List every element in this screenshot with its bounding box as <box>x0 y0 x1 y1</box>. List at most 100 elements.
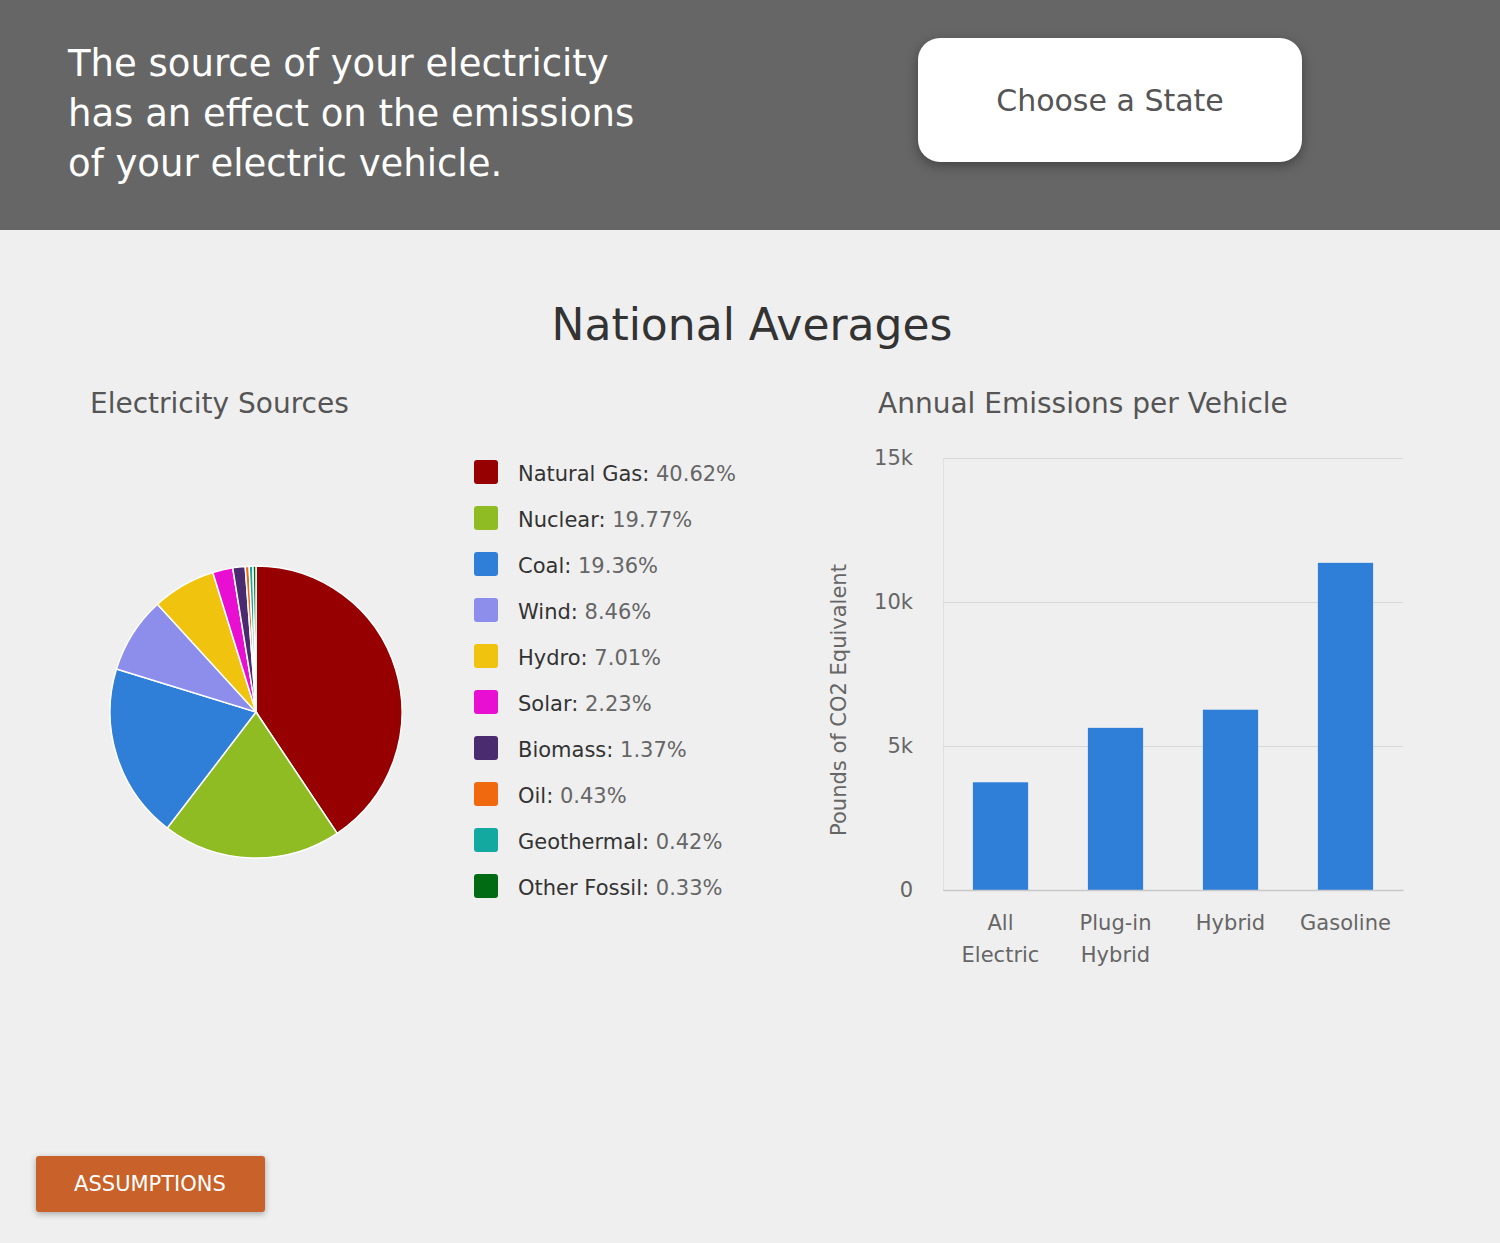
page: The source of your electricity has an eff… <box>0 0 1500 1243</box>
legend-entry: Nuclear: 19.77% <box>518 508 692 532</box>
legend-name: Other Fossil <box>518 876 642 900</box>
pie-slice <box>253 566 256 712</box>
x-tick-label-line: Hybrid <box>1196 911 1265 935</box>
legend-entry: Natural Gas: 40.62% <box>518 462 736 486</box>
x-tick: Gasoline <box>1300 890 1391 935</box>
bar <box>1203 710 1258 890</box>
header-text: has an effect on the emissions <box>68 92 634 135</box>
legend-entry: Wind: 8.46% <box>518 600 651 624</box>
bars <box>973 563 1373 890</box>
x-tick-label-line: Electric <box>962 943 1040 967</box>
section-title: National Averages <box>552 299 953 350</box>
legend-separator: : <box>546 784 560 808</box>
bar <box>1088 728 1143 890</box>
assumptions-button[interactable]: ASSUMPTIONS <box>36 1156 265 1212</box>
bar-title: Annual Emissions per Vehicle <box>878 387 1288 420</box>
x-tick-label: Hybrid <box>1196 911 1265 935</box>
x-tick-label-line: All <box>987 911 1013 935</box>
pie <box>110 566 402 858</box>
state-button[interactable]: Choose a State <box>918 38 1302 162</box>
legend: Natural Gas: 40.62% Nuclear: 19.77% Coal: … <box>474 460 736 900</box>
grid-line <box>943 458 1403 459</box>
header-text: of your electric vehicle. <box>68 142 502 185</box>
legend-swatch <box>474 874 498 898</box>
legend-value: 0.42% <box>656 830 723 854</box>
state-button-label[interactable]: Choose a State <box>996 83 1224 118</box>
y-tick-label: 5k <box>887 734 913 758</box>
pie-title: Electricity Sources <box>90 387 349 420</box>
y-tick: 15k <box>874 446 1403 470</box>
legend-value: 19.77% <box>612 508 692 532</box>
legend-swatch <box>474 736 498 760</box>
header-band <box>0 0 1500 230</box>
legend-swatch <box>474 460 498 484</box>
legend-name: Biomass <box>518 738 606 762</box>
legend-entry: Other Fossil: 0.33% <box>518 876 723 900</box>
legend-name: Wind <box>518 600 571 624</box>
legend-separator: : <box>606 738 620 762</box>
legend-swatch <box>474 598 498 622</box>
x-tick-label-line: Gasoline <box>1300 911 1391 935</box>
legend-swatch <box>474 690 498 714</box>
legend-value: 1.37% <box>620 738 687 762</box>
legend-name: Coal <box>518 554 564 578</box>
legend-separator: : <box>571 600 585 624</box>
state-button-box[interactable] <box>918 38 1302 162</box>
legend-separator: : <box>581 646 595 670</box>
legend-name: Geothermal <box>518 830 642 854</box>
legend-value: 19.36% <box>578 554 658 578</box>
legend-entry: Biomass: 1.37% <box>518 738 687 762</box>
y-axis-title: Pounds of CO2 Equivalent <box>827 564 851 836</box>
y-tick-label: 15k <box>874 446 914 470</box>
x-tick-label: Gasoline <box>1300 911 1391 935</box>
legend-separator: : <box>642 876 656 900</box>
legend-swatch <box>474 782 498 806</box>
y-axis: 0 5k 10k 15k <box>874 446 1403 902</box>
legend-value: 0.33% <box>656 876 723 900</box>
legend-name: Solar <box>518 692 572 716</box>
x-tick-label: All Electric <box>962 911 1040 967</box>
x-tick-label-line: Plug-in <box>1080 911 1152 935</box>
legend-entry: Oil: 0.43% <box>518 784 627 808</box>
legend-separator: : <box>564 554 578 578</box>
legend-entry: Coal: 19.36% <box>518 554 658 578</box>
x-tick-label: Plug-in Hybrid <box>1080 911 1152 967</box>
legend-value: 0.43% <box>560 784 627 808</box>
legend-name: Oil <box>518 784 546 808</box>
bar <box>973 782 1028 890</box>
legend-separator: : <box>571 692 585 716</box>
y-tick-label: 0 <box>900 878 913 902</box>
legend-entry: Hydro: 7.01% <box>518 646 661 670</box>
legend-swatch <box>474 828 498 852</box>
legend-name: Nuclear <box>518 508 599 532</box>
x-axis: All Electric Plug-in Hybrid Hybrid Gasoline <box>944 890 1404 967</box>
y-tick-label: 10k <box>874 590 914 614</box>
bar <box>1318 563 1373 890</box>
legend-swatch <box>474 552 498 576</box>
x-tick-label-line: Hybrid <box>1081 943 1150 967</box>
legend-separator: : <box>642 462 656 486</box>
legend-swatch <box>474 506 498 530</box>
legend-entry: Solar: 2.23% <box>518 692 652 716</box>
legend-name: Hydro <box>518 646 581 670</box>
y-axis-line <box>944 459 1404 891</box>
x-tick: Plug-in Hybrid <box>1080 890 1152 967</box>
assumptions-button-label[interactable]: ASSUMPTIONS <box>74 1172 226 1196</box>
legend-separator: : <box>598 508 612 532</box>
assumptions-button-box[interactable] <box>36 1156 265 1212</box>
x-axis-line <box>944 890 1404 892</box>
legend-value: 7.01% <box>594 646 661 670</box>
header-text: The source of your electricity <box>67 42 609 85</box>
pie-slice <box>249 566 256 712</box>
legend-value: 40.62% <box>656 462 736 486</box>
legend-swatch <box>474 644 498 668</box>
grid-line <box>943 890 1403 891</box>
legend-value: 8.46% <box>585 600 652 624</box>
legend-separator: : <box>642 830 656 854</box>
pie-slice <box>233 566 256 712</box>
legend-entry: Geothermal: 0.42% <box>518 830 722 854</box>
pie-slice <box>245 566 256 712</box>
x-tick: All Electric <box>962 890 1040 967</box>
legend-value: 2.23% <box>585 692 652 716</box>
legend-name: Natural Gas <box>518 462 642 486</box>
